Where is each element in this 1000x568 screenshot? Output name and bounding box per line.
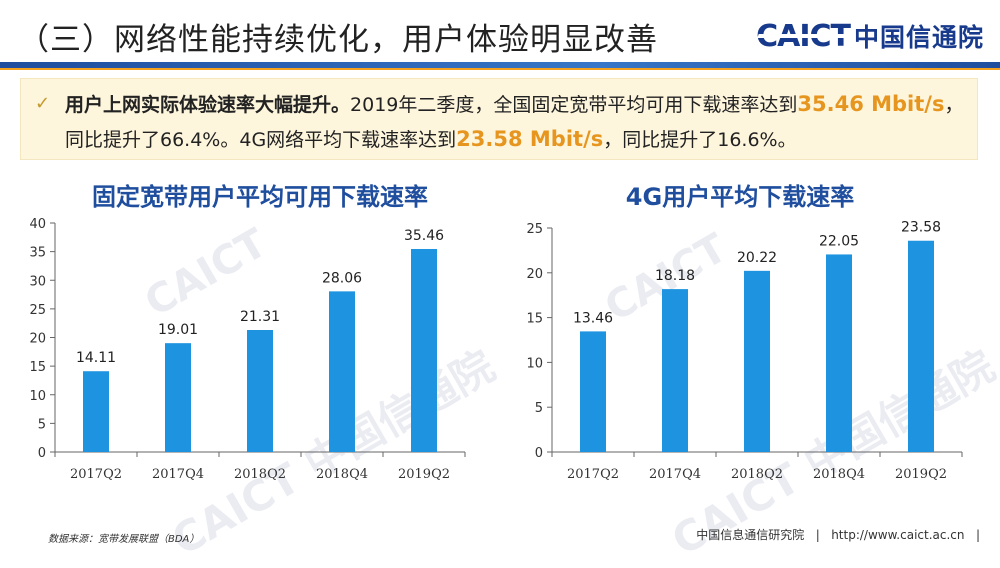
bar <box>247 330 273 452</box>
caict-logo: CAICT 中国信通院 <box>756 16 984 56</box>
footer-org: 中国信息通信研究院 <box>696 528 805 542</box>
y-tick-label: 15 <box>526 312 543 327</box>
data-source-note: 数据来源：宽带发展联盟（BDA） <box>48 534 200 545</box>
y-tick-label: 0 <box>38 446 46 461</box>
bar <box>165 343 191 452</box>
data-label: 19.01 <box>158 322 198 338</box>
bar <box>908 240 934 452</box>
check-icon: ✓ <box>35 93 51 114</box>
y-tick-label: 5 <box>38 417 46 432</box>
footer: 中国信息通信研究院 | http://www.caict.ac.cn | <box>696 526 980 543</box>
summary-text-a: 2019年二季度，全国固定宽带平均可用下载速率达到 <box>350 94 798 116</box>
header-divider <box>0 62 1000 68</box>
y-tick-label: 25 <box>526 222 543 237</box>
summary-text-c: ，同比提升了16.6%。 <box>603 129 797 151</box>
y-tick-label: 35 <box>29 246 46 261</box>
x-tick-label: 2018Q2 <box>731 467 783 482</box>
x-tick-label: 2017Q2 <box>70 467 122 482</box>
data-label: 22.05 <box>819 233 859 249</box>
y-tick-label: 0 <box>535 446 543 461</box>
y-tick-label: 20 <box>29 332 46 347</box>
y-tick-label: 40 <box>29 217 46 232</box>
chart-title-4g: 4G用户平均下载速率 <box>625 183 855 211</box>
x-tick-label: 2018Q4 <box>813 467 865 482</box>
x-tick-label: 2018Q2 <box>234 467 286 482</box>
bar <box>826 254 852 452</box>
y-tick-label: 10 <box>526 356 543 371</box>
x-tick-label: 2019Q2 <box>398 467 450 482</box>
bar <box>83 371 109 452</box>
summary-lead: 用户上网实际体验速率大幅提升。 <box>65 94 351 116</box>
chart-4g: 0 5 10 15 20 25 13.46 2017Q2 18.18 2017Q4 20.22 201… <box>526 220 963 482</box>
logo-en: CAICT <box>756 18 851 54</box>
data-label: 20.22 <box>737 250 777 266</box>
data-label: 18.18 <box>655 268 695 284</box>
data-label: 28.06 <box>322 270 362 286</box>
data-label: 35.46 <box>404 228 444 244</box>
data-label: 23.58 <box>901 220 941 236</box>
y-tick-label: 30 <box>29 274 46 289</box>
footer-separator: | <box>968 528 980 542</box>
y-tick-label: 25 <box>29 303 46 318</box>
bar <box>744 270 770 452</box>
bar <box>329 291 355 452</box>
data-label: 14.11 <box>76 350 116 366</box>
x-tick-label: 2017Q2 <box>567 467 619 482</box>
y-tick-label: 20 <box>526 267 543 282</box>
y-tick-label: 5 <box>535 401 543 416</box>
chart-title-broadband: 固定宽带用户平均可用下载速率 <box>92 183 428 211</box>
data-label: 21.31 <box>240 309 280 325</box>
y-tick-label: 15 <box>29 360 46 375</box>
header-divider-accent <box>0 68 1000 70</box>
footer-separator: | <box>808 528 828 542</box>
x-tick-label: 2019Q2 <box>895 467 947 482</box>
page-title: （三）网络性能持续优化，用户体验明显改善 <box>18 22 658 58</box>
logo-cn: 中国信通院 <box>853 23 984 52</box>
y-tick-label: 10 <box>29 389 46 404</box>
data-label: 13.46 <box>573 310 613 326</box>
x-tick-label: 2017Q4 <box>649 467 701 482</box>
footer-url[interactable]: http://www.caict.ac.cn <box>831 528 965 542</box>
summary-highlight-4g: 23.58 Mbit/s <box>456 127 604 151</box>
chart-broadband: 0 5 10 15 20 25 30 35 40 14.11 2017Q2 19.01 2017Q4 21… <box>29 217 466 482</box>
bar <box>411 248 437 452</box>
bar <box>662 289 688 452</box>
bar <box>580 331 606 452</box>
summary-text-b: ，同比提升了66.4%。4G网络平均下载速率达到 <box>65 94 964 151</box>
x-tick-label: 2018Q4 <box>316 467 368 482</box>
x-tick-label: 2017Q4 <box>152 467 204 482</box>
summary-text: 用户上网实际体验速率大幅提升。2019年二季度，全国固定宽带平均可用下载速率达到… <box>65 87 965 157</box>
summary-highlight-broadband: 35.46 Mbit/s <box>797 92 945 116</box>
summary-box: ✓ 用户上网实际体验速率大幅提升。2019年二季度，全国固定宽带平均可用下载速率… <box>20 78 978 160</box>
